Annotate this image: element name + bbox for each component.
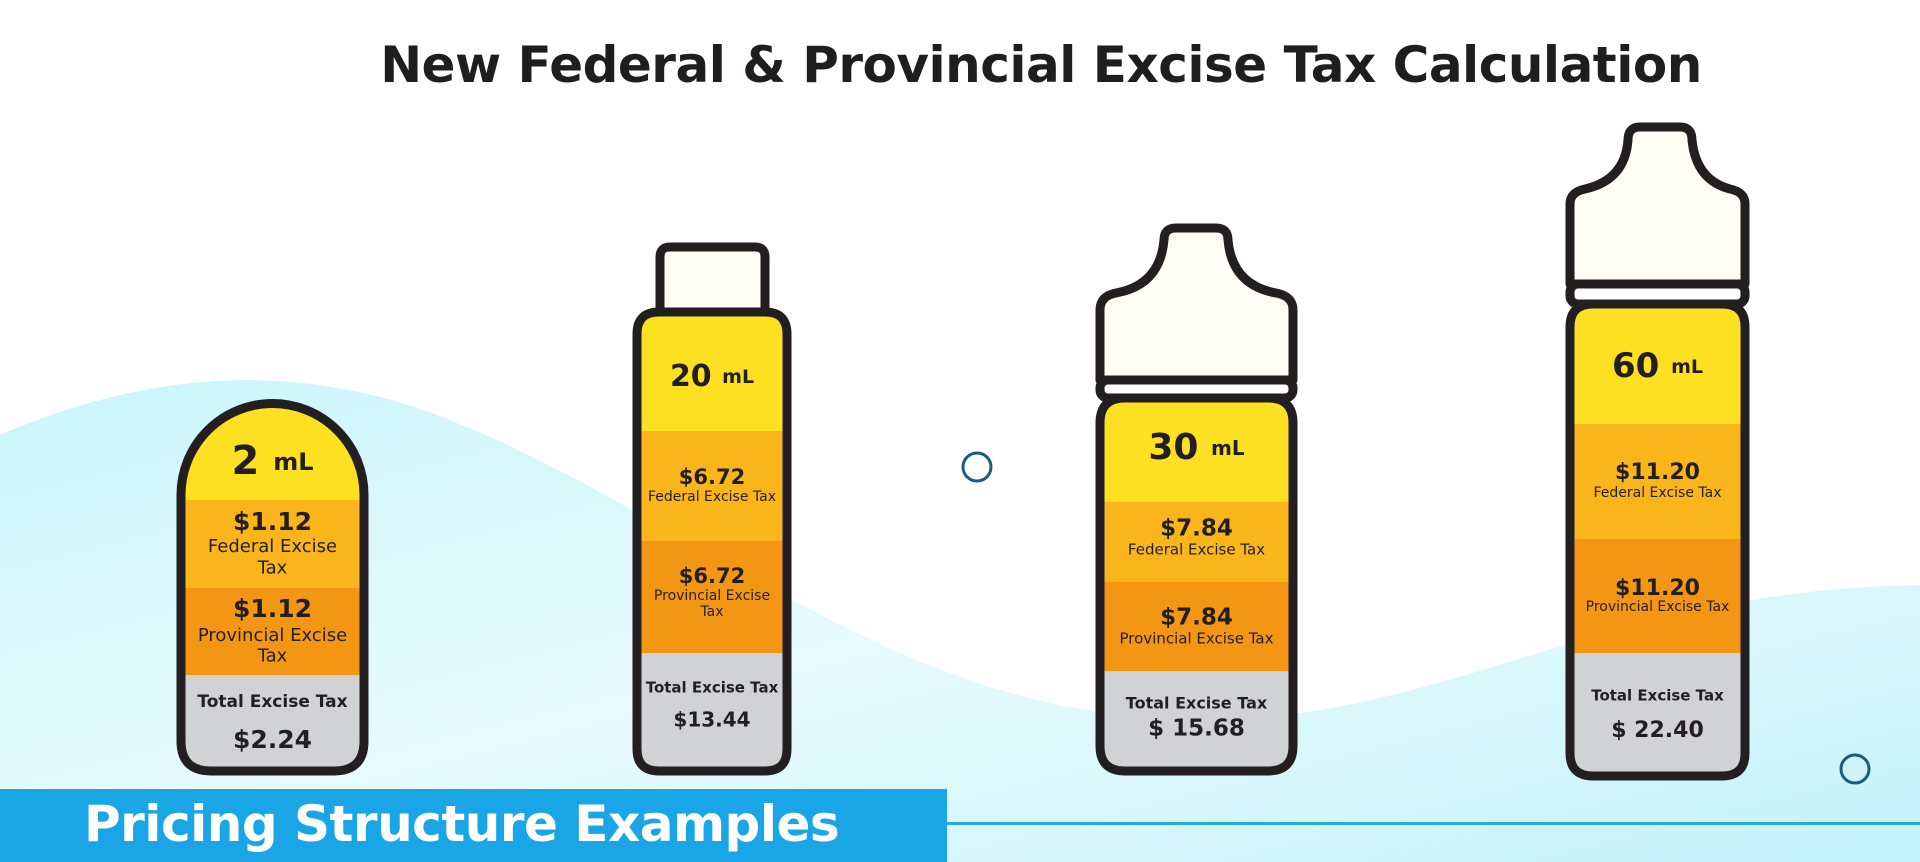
- provincial-tax-label: Tax: [257, 646, 288, 667]
- volume-label: 60 mL: [1612, 346, 1703, 386]
- bottle-cap: [655, 242, 770, 317]
- total-tax-section: [1100, 671, 1293, 771]
- volume-label: 30 mL: [1148, 427, 1244, 468]
- volume-label: 2 mL: [231, 438, 313, 484]
- federal-tax-amount: $11.20: [1615, 460, 1700, 485]
- federal-tax-section: [181, 500, 364, 588]
- provincial-tax-section: [181, 588, 364, 675]
- federal-tax-label: Federal Excise Tax: [648, 489, 776, 505]
- provincial-tax-amount: $7.84: [1160, 605, 1233, 631]
- total-tax-label: Total Excise Tax: [197, 692, 347, 712]
- federal-tax-label: Federal Excise Tax: [1593, 485, 1721, 501]
- federal-tax-label: Federal Excise Tax: [1128, 541, 1265, 559]
- volume-section: [1570, 304, 1745, 424]
- total-tax-section: [637, 653, 787, 771]
- provincial-tax-label: Provincial Excise: [198, 625, 347, 646]
- banner-title: Pricing Structure Examples: [84, 795, 840, 853]
- bottle-cap: [1565, 122, 1750, 289]
- total-tax-amount: $ 15.68: [1148, 716, 1245, 742]
- provincial-tax-label: Tax: [699, 604, 723, 620]
- provincial-tax-label: Provincial Excise Tax: [1120, 630, 1274, 648]
- volume-label: 20 mL: [670, 359, 754, 394]
- bottle-outline: [176, 399, 369, 776]
- bottle-outline: [1565, 299, 1750, 781]
- federal-tax-label: Tax: [257, 558, 288, 579]
- decorative-circle: [1839, 753, 1871, 785]
- divider-line: [947, 822, 1920, 825]
- provincial-tax-amount: $11.20: [1615, 576, 1700, 601]
- provincial-tax-amount: $1.12: [233, 594, 312, 623]
- total-tax-amount: $13.44: [673, 708, 750, 732]
- total-tax-section: [181, 675, 364, 771]
- page-title: New Federal & Provincial Excise Tax Calc…: [380, 36, 1702, 94]
- provincial-tax-label: Provincial Excise Tax: [1586, 599, 1730, 615]
- background-wave: [0, 380, 1920, 862]
- bottle-outline: [1095, 393, 1298, 776]
- federal-tax-section: [1100, 502, 1293, 582]
- provincial-tax-amount: $6.72: [679, 564, 745, 588]
- federal-tax-label: Federal Excise: [208, 536, 337, 557]
- total-tax-label: Total Excise Tax: [646, 679, 779, 697]
- total-tax-amount: $2.24: [233, 725, 312, 754]
- provincial-tax-section: [1100, 582, 1293, 671]
- provincial-tax-section: [1570, 539, 1745, 653]
- bottle-cap: [1095, 223, 1298, 385]
- provincial-tax-section: [637, 541, 787, 653]
- federal-tax-section: [637, 431, 787, 541]
- volume-section: [637, 312, 787, 431]
- bottle-outline: [632, 307, 792, 776]
- federal-tax-section: [1570, 424, 1745, 539]
- total-tax-amount: $ 22.40: [1611, 718, 1704, 743]
- total-tax-label: Total Excise Tax: [1591, 687, 1724, 705]
- volume-section: [1100, 398, 1293, 502]
- federal-tax-amount: $7.84: [1160, 516, 1233, 542]
- total-tax-label: Total Excise Tax: [1126, 694, 1268, 713]
- decorative-circle: [961, 451, 993, 483]
- federal-tax-amount: $1.12: [233, 507, 312, 536]
- total-tax-section: [1570, 653, 1745, 776]
- provincial-tax-label: Provincial Excise: [654, 588, 770, 604]
- federal-tax-amount: $6.72: [679, 465, 745, 489]
- banner: Pricing Structure Examples: [0, 789, 947, 862]
